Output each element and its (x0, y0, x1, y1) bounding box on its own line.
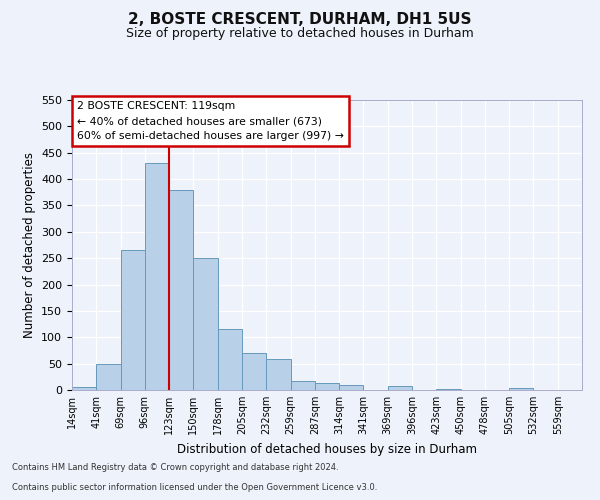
Bar (436, 389, 461, 390)
Text: Size of property relative to detached houses in Durham: Size of property relative to detached ho… (126, 28, 474, 40)
Bar (121, 250, 145, 390)
X-axis label: Distribution of detached houses by size in Durham: Distribution of detached houses by size … (177, 442, 477, 456)
Bar (315, 382, 339, 390)
Bar (242, 353, 266, 390)
Bar (266, 360, 290, 390)
Text: 2 BOSTE CRESCENT: 119sqm
← 40% of detached houses are smaller (673)
60% of semi-: 2 BOSTE CRESCENT: 119sqm ← 40% of detach… (77, 102, 344, 141)
Bar (169, 190, 193, 390)
Bar (388, 386, 412, 390)
Text: Contains public sector information licensed under the Open Government Licence v3: Contains public sector information licen… (12, 484, 377, 492)
Y-axis label: Number of detached properties: Number of detached properties (23, 152, 35, 338)
Bar (193, 258, 218, 390)
Bar (145, 164, 169, 390)
Text: 2, BOSTE CRESCENT, DURHAM, DH1 5US: 2, BOSTE CRESCENT, DURHAM, DH1 5US (128, 12, 472, 28)
Bar (72, 388, 96, 390)
Bar (509, 388, 533, 390)
Bar (290, 380, 315, 390)
Bar (218, 330, 242, 390)
Bar (96, 364, 121, 390)
Bar (339, 384, 364, 390)
Text: Contains HM Land Registry data © Crown copyright and database right 2024.: Contains HM Land Registry data © Crown c… (12, 464, 338, 472)
